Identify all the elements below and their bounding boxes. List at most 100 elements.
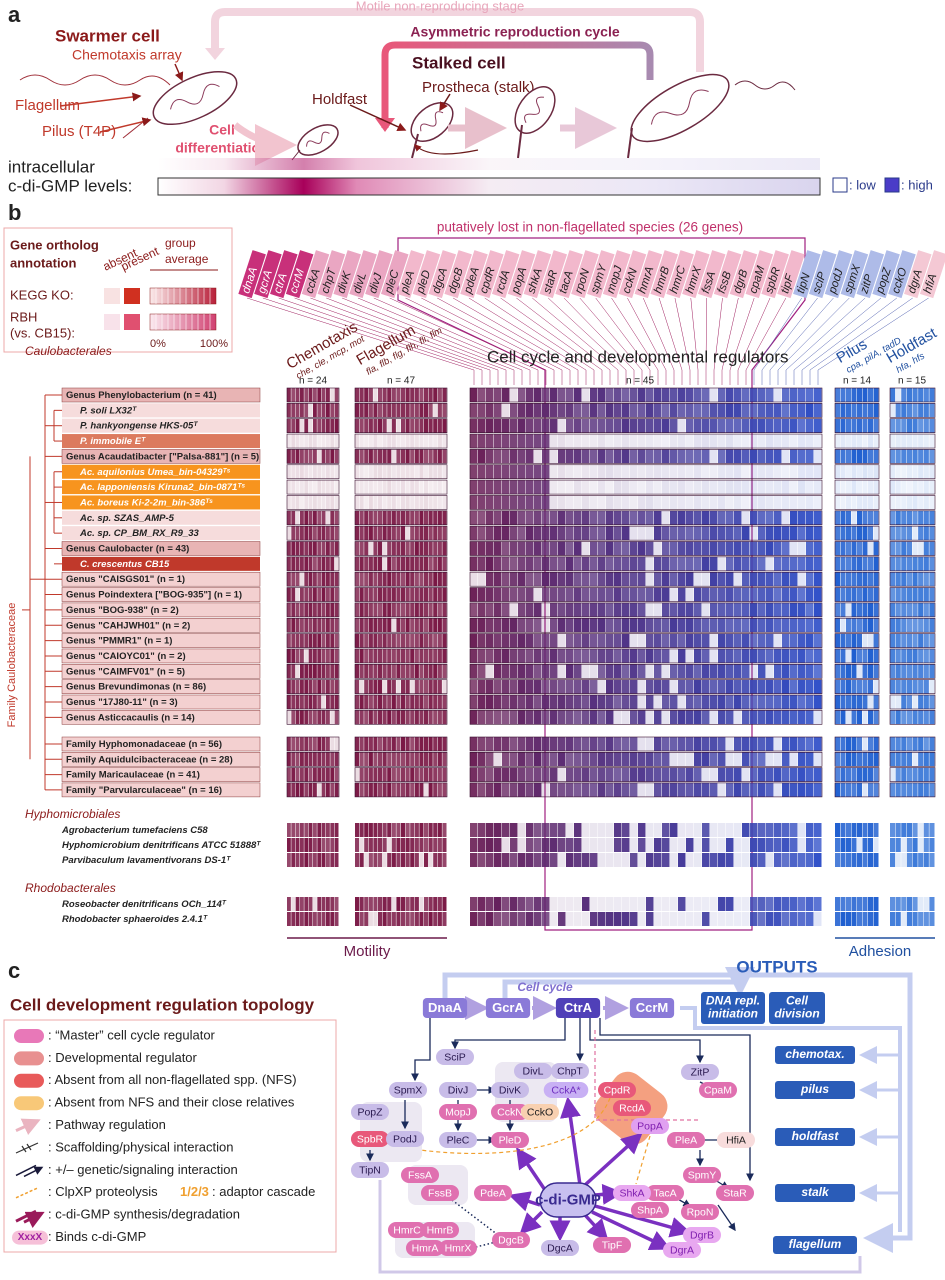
output-label: pilus <box>800 1082 829 1096</box>
heatmap-cell <box>906 679 912 694</box>
heatmap-cell <box>929 767 935 782</box>
heatmap-cell <box>419 526 424 541</box>
heatmap-cell <box>901 464 907 479</box>
heatmap-cell <box>798 679 806 694</box>
heatmap-cell <box>378 767 383 782</box>
heatmap-cell <box>806 510 814 525</box>
heatmap-cell <box>646 752 654 767</box>
heatmap-cell <box>419 648 424 663</box>
heatmap-cell <box>622 767 630 782</box>
heatmap-cell <box>574 556 582 571</box>
heatmap-cell <box>437 633 442 648</box>
heatmap-row-outline <box>834 751 880 767</box>
heatmap-cell <box>355 912 360 926</box>
heatmap-cell <box>851 388 857 402</box>
heatmap-cell <box>758 510 766 525</box>
node <box>485 998 531 1018</box>
heatmap-cell <box>912 418 918 433</box>
heatmap-cell <box>742 679 750 694</box>
node-label: StaR <box>723 1187 747 1199</box>
order-label: Hyphomicrobiales <box>25 807 120 821</box>
heatmap-cell <box>806 710 814 725</box>
heatmap-cell <box>814 403 822 418</box>
heatmap-cell <box>890 897 896 911</box>
heatmap-cell <box>401 556 406 571</box>
heatmap-cell <box>726 434 734 449</box>
heatmap-cell <box>606 556 614 571</box>
heatmap-cell <box>901 648 907 663</box>
heatmap-cell <box>359 572 364 587</box>
heatmap-cell <box>321 418 326 433</box>
row-label-bg <box>62 480 260 495</box>
heatmap-cell <box>873 912 879 926</box>
heatmap-cell <box>419 403 424 418</box>
heatmap-cell <box>424 464 429 479</box>
heatmap-cell <box>590 633 598 648</box>
heatmap-cell <box>424 602 429 617</box>
heatmap-cell <box>790 618 798 633</box>
heatmap-cell <box>334 838 339 852</box>
heatmap-cell <box>766 823 774 837</box>
heatmap-cell <box>368 510 373 525</box>
heatmap-cell <box>742 541 750 556</box>
heatmap-cell <box>391 541 396 556</box>
heatmap-cell <box>382 495 387 510</box>
heatmap-cell <box>868 403 873 418</box>
heatmap-row-outline <box>834 387 880 403</box>
node-label: HmrB <box>427 1224 454 1236</box>
heatmap-cell <box>326 767 330 782</box>
heatmap-cell <box>614 526 622 541</box>
pathway-edge <box>680 1006 902 1232</box>
heatmap-cell <box>868 449 873 464</box>
heatmap-cell <box>334 602 339 617</box>
heatmap-cell <box>313 679 317 694</box>
heatmap-cell <box>304 587 309 602</box>
heatmap-cell <box>382 633 387 648</box>
heatmap-cell <box>622 618 630 633</box>
heatmap-cell <box>662 388 670 402</box>
heatmap-cell <box>359 618 364 633</box>
heatmap-cell <box>300 853 304 867</box>
heatmap-cell <box>330 664 335 679</box>
heatmap-cell <box>387 752 392 767</box>
heatmap-cell <box>542 664 550 679</box>
heatmap-cell <box>510 737 518 751</box>
heatmap-cell <box>906 526 912 541</box>
heatmap-cell <box>300 556 304 571</box>
heatmap-cell <box>437 897 442 911</box>
heatmap-cell <box>929 782 935 797</box>
gene-link <box>357 297 531 385</box>
heatmap-cell <box>291 403 296 418</box>
heatmap-cell <box>702 556 710 571</box>
heatmap-cell <box>590 752 598 767</box>
gene-label-bg <box>539 250 568 299</box>
heatmap-cell <box>846 897 851 911</box>
heatmap-cell <box>486 618 494 633</box>
heatmap-cell <box>710 510 718 525</box>
heatmap-cell <box>428 710 433 725</box>
heatmap-cell <box>550 526 558 541</box>
heatmap-cell <box>758 710 766 725</box>
heatmap-cell <box>901 752 907 767</box>
heatmap-cell <box>806 480 814 495</box>
heatmap-cell <box>355 737 360 751</box>
heatmap-cell <box>638 618 646 633</box>
heatmap-cell <box>396 480 401 495</box>
heatmap-row-outline <box>834 679 880 694</box>
heatmap-cell <box>424 618 429 633</box>
swatch-present <box>124 288 140 304</box>
heatmap-cell <box>923 541 929 556</box>
legend-label: : Developmental regulator <box>48 1050 198 1065</box>
heatmap-cell <box>518 418 526 433</box>
label: differentiation <box>175 140 268 156</box>
heatmap-cell <box>929 897 935 911</box>
heatmap-cell <box>433 664 438 679</box>
heatmap-cell <box>414 510 419 525</box>
heatmap-cell <box>424 752 429 767</box>
heatmap-cell <box>718 897 726 911</box>
label: group <box>165 236 196 250</box>
heatmap-cell <box>862 737 868 751</box>
heatmap-cell <box>287 648 291 663</box>
heatmap-cell <box>334 695 339 709</box>
heatmap-row-outline <box>889 556 936 572</box>
